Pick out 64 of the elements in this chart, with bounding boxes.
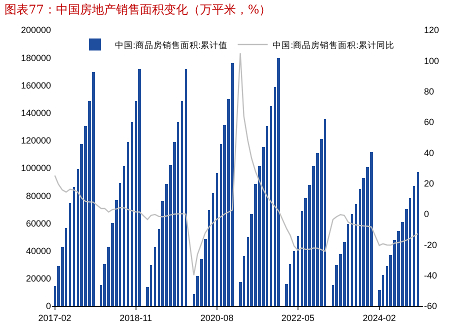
- bar: [266, 126, 268, 306]
- bar: [69, 203, 71, 306]
- bar: [409, 198, 411, 306]
- bar: [185, 69, 187, 306]
- line-series: [54, 52, 419, 276]
- bar: [351, 214, 353, 306]
- bar: [324, 119, 326, 306]
- bar: [216, 173, 218, 306]
- y2-tick-label: 80: [424, 86, 434, 96]
- y-tick-label: 120000: [20, 136, 51, 146]
- y-tick-label: 160000: [20, 80, 51, 90]
- y2-tick-label: 100: [424, 56, 440, 66]
- bar: [277, 58, 280, 306]
- bar: [138, 69, 141, 306]
- y2-tick-label: 0: [424, 209, 430, 220]
- bar: [154, 247, 156, 306]
- bar: [131, 122, 133, 306]
- bar: [293, 251, 295, 306]
- x-tick-label: 2024-02: [362, 312, 396, 323]
- y-tick-label: 0: [46, 301, 51, 312]
- bar: [270, 106, 272, 306]
- bar: [65, 228, 67, 306]
- bar: [127, 142, 129, 306]
- y-tick-label: 140000: [20, 108, 51, 118]
- bar: [417, 172, 419, 306]
- y2-tick-label: -60: [424, 301, 438, 312]
- bar: [347, 224, 349, 306]
- y-tick-label: 60000: [26, 218, 51, 228]
- x-tick-label: 2020-08: [200, 312, 234, 323]
- bar: [289, 264, 291, 306]
- bar: [150, 265, 152, 306]
- y-tick-label: 200000: [20, 25, 51, 36]
- bar: [355, 204, 357, 306]
- y-tick-label: 80000: [26, 190, 51, 201]
- bar: [212, 193, 214, 306]
- legend-label: 中国:商品房销售面积:累计值: [115, 40, 228, 50]
- x-tick-label: 2017-02: [38, 312, 72, 323]
- y-tick-label: 20000: [26, 274, 51, 284]
- x-tick-label: 2018-11: [120, 312, 152, 323]
- y2-tick-label: -40: [424, 270, 438, 280]
- bar: [177, 122, 179, 306]
- y2-tick-label: 20: [424, 178, 434, 188]
- y-tick-label: 180000: [20, 52, 51, 63]
- bar: [73, 187, 75, 306]
- x-tick-label: 2022-05: [281, 312, 314, 323]
- bar: [181, 101, 183, 306]
- bar: [243, 256, 245, 306]
- y2-tick-label: -20: [424, 240, 438, 250]
- bar: [208, 210, 210, 306]
- bar: [382, 275, 384, 306]
- y2-tick-label: 120: [424, 25, 440, 36]
- y2-tick-label: 60: [424, 117, 434, 128]
- bar: [231, 63, 234, 306]
- bar: [413, 186, 415, 306]
- bar: [297, 236, 299, 306]
- bar: [370, 152, 373, 306]
- legend-label: 中国:商品房销售面积:累计同比: [272, 40, 394, 50]
- chart-title: 图表77：中国房地产销售面积变化（万平米，%）: [4, 2, 272, 16]
- y-tick-label: 100000: [20, 163, 51, 174]
- bar: [123, 166, 125, 306]
- y-tick-label: 40000: [26, 246, 51, 256]
- bar: [92, 72, 95, 306]
- y2-tick-label: 40: [424, 148, 434, 158]
- bar: [119, 183, 121, 306]
